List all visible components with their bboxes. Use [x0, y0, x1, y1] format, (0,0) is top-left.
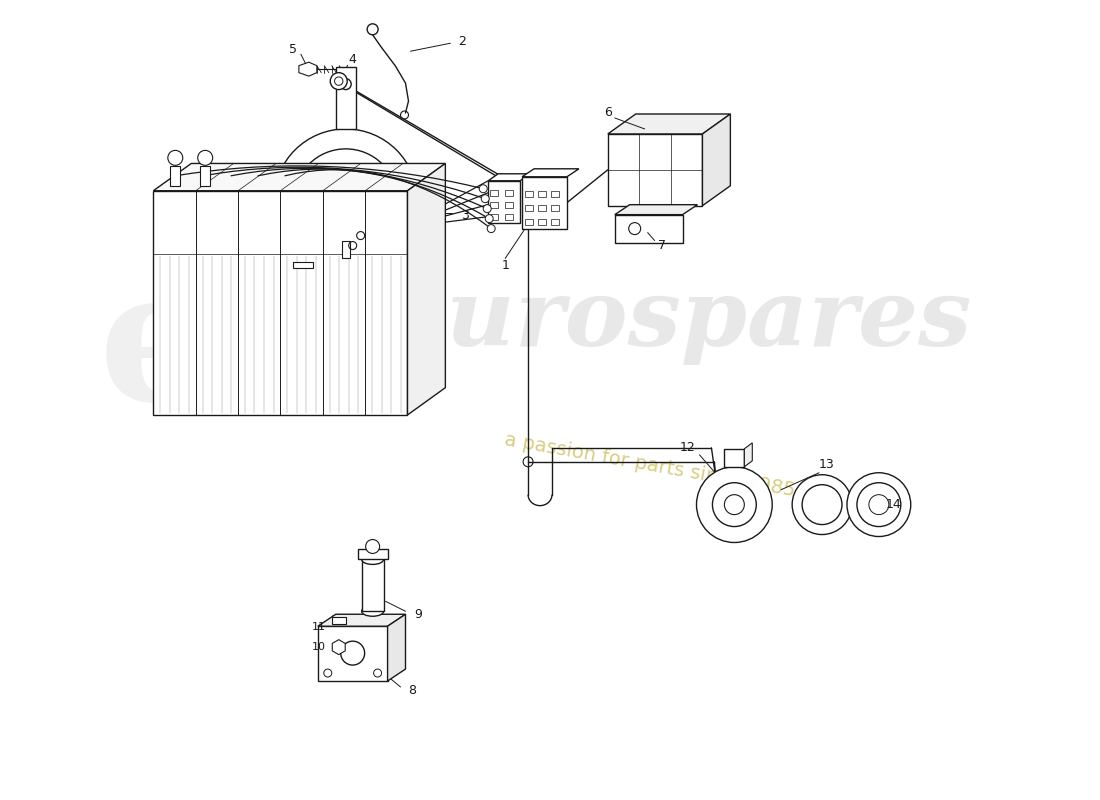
- Circle shape: [198, 150, 212, 166]
- Bar: [358, 550, 387, 559]
- Bar: [491, 202, 498, 208]
- Polygon shape: [615, 205, 697, 214]
- Circle shape: [696, 466, 772, 542]
- Polygon shape: [153, 163, 446, 190]
- Circle shape: [792, 474, 851, 534]
- Text: 8: 8: [408, 685, 417, 698]
- Bar: [525, 190, 533, 197]
- Polygon shape: [608, 114, 730, 134]
- Polygon shape: [703, 114, 730, 206]
- Bar: [608, 134, 703, 206]
- Bar: [538, 205, 546, 210]
- Text: 9: 9: [415, 608, 422, 621]
- Polygon shape: [387, 614, 406, 681]
- Bar: [551, 205, 559, 210]
- Bar: [200, 166, 210, 186]
- Text: 11: 11: [311, 622, 326, 632]
- Text: 7: 7: [658, 239, 666, 252]
- Circle shape: [365, 539, 380, 554]
- Bar: [525, 218, 533, 225]
- Bar: [318, 626, 387, 681]
- Circle shape: [330, 73, 348, 90]
- Text: 3: 3: [461, 209, 470, 222]
- Bar: [505, 214, 513, 220]
- Bar: [725, 449, 745, 466]
- Bar: [615, 214, 682, 242]
- Bar: [505, 190, 513, 196]
- Text: 10: 10: [311, 642, 326, 652]
- Bar: [538, 218, 546, 225]
- Bar: [336, 67, 355, 129]
- Polygon shape: [293, 262, 312, 269]
- Circle shape: [481, 194, 490, 202]
- Polygon shape: [407, 163, 446, 415]
- Text: 1: 1: [502, 259, 509, 272]
- Bar: [332, 618, 345, 624]
- Polygon shape: [299, 62, 317, 76]
- Circle shape: [487, 225, 495, 233]
- Circle shape: [483, 205, 492, 213]
- Bar: [522, 177, 566, 229]
- Text: eurospares: eurospares: [387, 275, 972, 366]
- Bar: [153, 190, 407, 415]
- Bar: [538, 190, 546, 197]
- Bar: [525, 205, 533, 210]
- Bar: [551, 218, 559, 225]
- Text: 2: 2: [459, 34, 466, 48]
- Bar: [362, 559, 384, 611]
- Polygon shape: [745, 443, 752, 466]
- Bar: [488, 181, 520, 222]
- Bar: [491, 190, 498, 196]
- Text: 5: 5: [289, 42, 297, 56]
- Text: 14: 14: [886, 498, 902, 511]
- Text: 12: 12: [680, 442, 695, 454]
- Text: eu: eu: [98, 262, 344, 438]
- Circle shape: [847, 473, 911, 537]
- Text: a passion for parts since 1985: a passion for parts since 1985: [503, 430, 796, 500]
- Circle shape: [274, 129, 418, 273]
- Circle shape: [485, 214, 493, 222]
- Bar: [551, 190, 559, 197]
- Text: 6: 6: [604, 106, 612, 119]
- Bar: [491, 214, 498, 220]
- Polygon shape: [332, 640, 345, 654]
- Circle shape: [168, 150, 183, 166]
- Polygon shape: [488, 174, 530, 181]
- Polygon shape: [522, 169, 579, 177]
- Circle shape: [480, 185, 487, 193]
- Ellipse shape: [362, 554, 384, 565]
- Bar: [342, 241, 350, 258]
- Text: 4: 4: [349, 53, 356, 66]
- Ellipse shape: [362, 606, 384, 616]
- Polygon shape: [318, 614, 406, 626]
- Bar: [505, 202, 513, 208]
- Text: 13: 13: [820, 458, 835, 471]
- Bar: [170, 166, 180, 186]
